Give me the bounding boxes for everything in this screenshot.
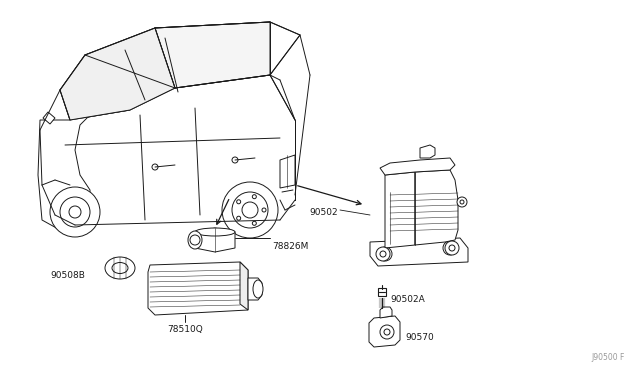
Polygon shape <box>155 22 270 88</box>
Text: 90508B: 90508B <box>50 271 85 280</box>
Polygon shape <box>415 170 458 245</box>
Circle shape <box>222 182 278 238</box>
Polygon shape <box>280 155 295 188</box>
Ellipse shape <box>195 228 235 236</box>
Text: 90502A: 90502A <box>390 295 425 304</box>
Polygon shape <box>60 55 175 120</box>
Polygon shape <box>370 238 468 266</box>
Polygon shape <box>420 145 435 158</box>
Ellipse shape <box>188 231 202 249</box>
Text: J90500 F: J90500 F <box>591 353 625 362</box>
Circle shape <box>445 241 459 255</box>
Polygon shape <box>60 28 175 120</box>
Polygon shape <box>248 278 262 300</box>
Polygon shape <box>43 112 55 124</box>
Text: 78510Q: 78510Q <box>167 325 203 334</box>
Polygon shape <box>148 262 248 315</box>
Polygon shape <box>380 158 455 175</box>
Circle shape <box>60 197 90 227</box>
Polygon shape <box>385 172 415 248</box>
Text: 90570: 90570 <box>405 333 434 342</box>
Text: 90502: 90502 <box>309 208 338 217</box>
Circle shape <box>190 235 200 245</box>
Circle shape <box>443 241 457 255</box>
Polygon shape <box>380 307 392 318</box>
Polygon shape <box>240 262 248 310</box>
Ellipse shape <box>253 280 263 298</box>
Polygon shape <box>369 316 400 347</box>
Circle shape <box>232 192 268 228</box>
Circle shape <box>376 247 390 261</box>
Circle shape <box>380 325 394 339</box>
Text: 78826M: 78826M <box>272 242 308 251</box>
Ellipse shape <box>112 263 128 273</box>
Circle shape <box>50 187 100 237</box>
Polygon shape <box>38 110 130 230</box>
Polygon shape <box>195 228 235 252</box>
Polygon shape <box>85 22 300 88</box>
Ellipse shape <box>105 257 135 279</box>
Circle shape <box>378 247 392 261</box>
Circle shape <box>457 197 467 207</box>
